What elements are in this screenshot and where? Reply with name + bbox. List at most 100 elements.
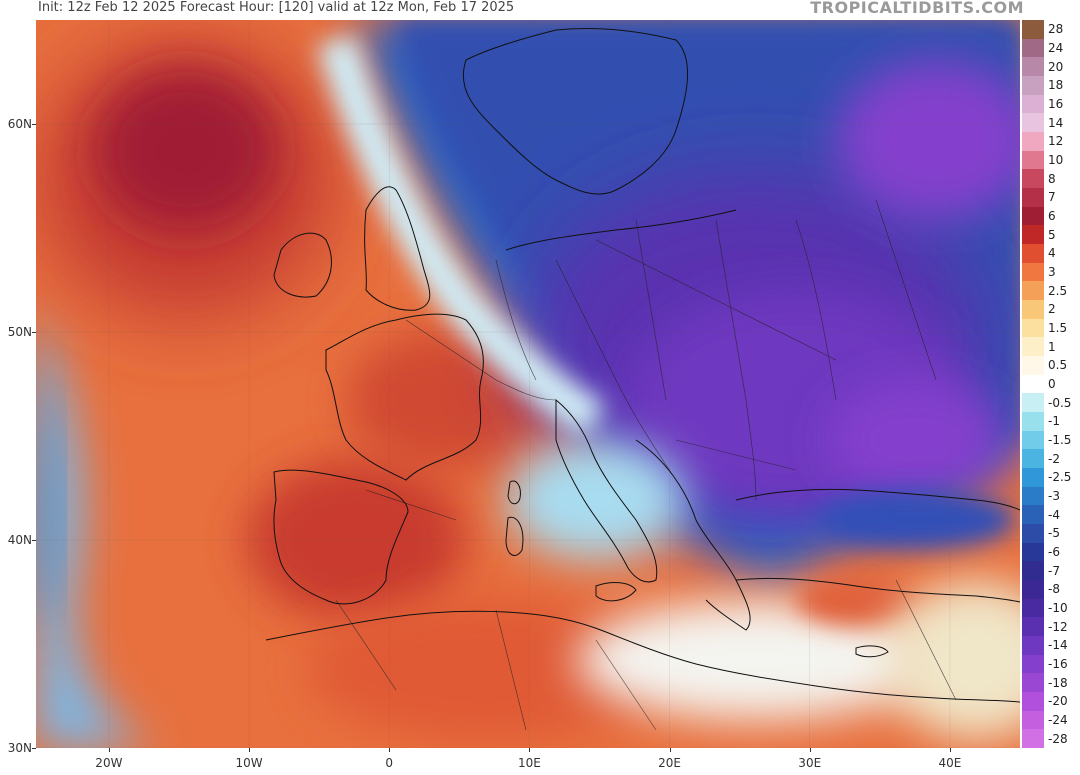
lon-label: 10W: [235, 756, 263, 770]
legend-swatch: [1022, 412, 1044, 432]
legend-label: 18: [1048, 78, 1064, 93]
legend-swatch: [1022, 598, 1044, 618]
legend-label: 3: [1048, 265, 1056, 279]
legend-swatch: [1022, 300, 1044, 320]
legend-swatch: [1022, 188, 1044, 208]
legend-swatch: [1022, 150, 1044, 170]
legend-swatch: [1022, 356, 1044, 376]
legend-swatch: [1022, 729, 1044, 749]
legend-label: 6: [1048, 209, 1056, 223]
brand-logo-text: TROPICALTIDBITS.COM: [810, 0, 1024, 17]
legend-swatch: [1022, 617, 1044, 637]
legend-label: -4: [1048, 507, 1060, 522]
lat-tick: [32, 540, 36, 541]
legend-swatch: [1022, 505, 1044, 525]
legend-label: 0: [1048, 377, 1056, 391]
legend-swatch: [1022, 113, 1044, 133]
legend-swatch: [1022, 281, 1044, 301]
legend-label: 10: [1048, 153, 1064, 167]
lat-label: 30N: [7, 741, 32, 755]
legend-swatch: [1022, 38, 1044, 58]
legend-label: -0.5: [1048, 395, 1072, 410]
lat-label: 40N: [7, 533, 32, 547]
lon-label: 40E: [938, 756, 962, 770]
legend-swatch: [1022, 449, 1044, 469]
legend-swatch: [1022, 692, 1044, 712]
lon-tick: [809, 748, 811, 752]
legend-swatch: [1022, 710, 1044, 730]
legend-swatch: [1022, 337, 1044, 357]
legend-swatch: [1022, 225, 1044, 245]
legend-swatch: [1022, 580, 1044, 600]
legend-label: -1.5: [1048, 433, 1072, 447]
forecast-info-text: Init: 12z Feb 12 2025 Forecast Hour: [12…: [38, 0, 515, 15]
legend-swatch: [1022, 262, 1044, 282]
lon-label: 10E: [517, 756, 541, 770]
legend-label: -7: [1048, 563, 1060, 578]
lon-tick: [249, 748, 251, 752]
lon-tick: [389, 748, 391, 752]
legend-label: -5: [1048, 526, 1060, 541]
graticule: [36, 20, 1020, 748]
legend-swatch: [1022, 542, 1044, 562]
legend-label: 2: [1048, 302, 1056, 317]
legend-swatch: [1022, 132, 1044, 152]
legend-swatch: [1022, 374, 1044, 394]
legend-swatch: [1022, 169, 1044, 189]
legend-label: -24: [1048, 713, 1068, 727]
legend-swatch: [1022, 561, 1044, 581]
lat-label: 50N: [7, 325, 32, 339]
legend-label: 1.5: [1048, 321, 1068, 335]
legend-label: -6: [1048, 545, 1060, 559]
longitude-axis: 20W 10W 0 10E 20E 30E 40E: [36, 748, 1020, 775]
legend-swatch: [1022, 318, 1044, 338]
legend-label: 5: [1048, 227, 1056, 242]
legend-label: 14: [1048, 115, 1064, 130]
legend-swatch: [1022, 673, 1044, 693]
legend-label: -2.5: [1048, 470, 1072, 485]
legend-label: -8: [1048, 582, 1060, 597]
legend-label: -10: [1048, 601, 1068, 615]
legend-label: 8: [1048, 171, 1056, 186]
legend-swatch: [1022, 244, 1044, 264]
legend-label: -2: [1048, 451, 1060, 466]
legend-label: -14: [1048, 638, 1068, 653]
lon-tick: [669, 748, 671, 752]
legend-label: 16: [1048, 97, 1064, 111]
lat-tick: [32, 748, 36, 749]
legend-label: -1: [1048, 414, 1060, 429]
political-borders: [335, 199, 957, 731]
anomaly-field: [36, 20, 1020, 748]
legend-swatch: [1022, 524, 1044, 544]
legend-swatch: [1022, 20, 1044, 40]
lon-label: 30E: [798, 756, 822, 770]
legend-label: 0.5: [1048, 358, 1068, 373]
map-canvas: [36, 20, 1020, 748]
legend-label: -18: [1048, 675, 1068, 690]
legend-swatch: [1022, 206, 1044, 226]
legend-swatch: [1022, 468, 1044, 488]
lon-tick: [108, 748, 110, 752]
legend-swatch: [1022, 430, 1044, 450]
lon-label: 20W: [95, 756, 123, 770]
legend-color-bar: [1022, 20, 1044, 749]
legend-label: 1: [1048, 339, 1056, 354]
lat-tick: [32, 332, 36, 333]
lat-tick: [32, 124, 36, 125]
legend-swatch: [1022, 57, 1044, 77]
coastlines: [265, 27, 1020, 703]
legend-label: 2.5: [1048, 283, 1068, 298]
legend-label: -20: [1048, 694, 1068, 709]
lat-label: 60N: [7, 117, 32, 131]
legend-swatch: [1022, 94, 1044, 114]
legend-swatch: [1022, 654, 1044, 674]
legend-swatch: [1022, 636, 1044, 656]
legend-label: -3: [1048, 489, 1060, 503]
temperature-anomaly-map: [36, 20, 1020, 748]
color-legend: 28 24 20 18 16 14 12 10 8 7 6 5 4 3 2.5 2 1.5 1 0.5 0 -0.5 -1…: [1022, 20, 1080, 749]
latitude-axis: 60N 50N 40N 30N: [0, 20, 36, 760]
legend-label: 12: [1048, 134, 1064, 149]
lon-label: 0: [385, 756, 394, 770]
lon-label: 20E: [658, 756, 681, 770]
legend-label: 7: [1048, 190, 1056, 205]
